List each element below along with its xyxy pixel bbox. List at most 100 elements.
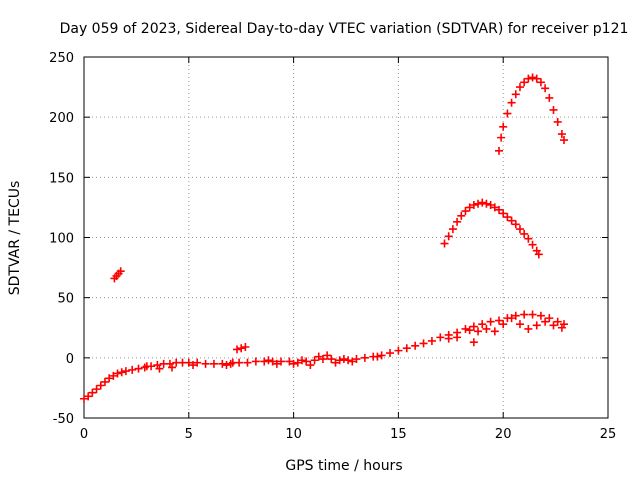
data-point (241, 343, 250, 352)
data-point (105, 374, 114, 383)
data-point (545, 93, 554, 102)
data-point (549, 321, 558, 330)
y-tick-label: 150 (49, 171, 74, 186)
data-point (536, 311, 545, 320)
data-point (80, 394, 88, 403)
data-point (515, 320, 524, 329)
data-point (524, 234, 533, 243)
x-tick-label: 25 (600, 427, 617, 442)
data-point (84, 392, 93, 401)
x-tick-label: 5 (185, 427, 193, 442)
data-point (478, 320, 487, 329)
data-point (402, 344, 411, 353)
data-point (545, 314, 554, 323)
data-point (453, 333, 462, 342)
data-point (453, 217, 462, 226)
data-point (193, 358, 202, 367)
data-point (222, 361, 231, 370)
data-point (436, 333, 445, 342)
data-point (549, 105, 558, 114)
data-point (499, 209, 508, 218)
data-point (314, 352, 323, 361)
grid-layer (84, 57, 608, 418)
data-point (532, 74, 541, 83)
data-point (411, 341, 420, 350)
data-point (96, 381, 105, 390)
data-point (469, 322, 478, 331)
data-point (474, 327, 483, 336)
y-tick-label: -50 (53, 412, 74, 427)
data-point (272, 359, 281, 368)
data-point (344, 356, 353, 365)
data-point (511, 311, 520, 320)
data-layer (80, 73, 568, 403)
data-point (534, 250, 543, 259)
data-point (553, 117, 562, 126)
data-point (511, 220, 520, 229)
data-point (444, 232, 453, 241)
data-point (559, 136, 568, 145)
data-point (419, 339, 428, 348)
data-point (142, 362, 151, 371)
data-point (495, 316, 504, 325)
data-point (528, 73, 537, 82)
data-point (297, 356, 306, 365)
data-point (474, 199, 483, 208)
data-point (306, 361, 315, 370)
data-point (109, 371, 118, 380)
data-point (541, 84, 550, 93)
data-point (128, 365, 137, 374)
data-point (499, 320, 508, 329)
tick-layer: 0 5 10 15 20 25 -50 0 50 100 150 200 250 (49, 51, 616, 442)
y-tick-label: 50 (57, 292, 74, 307)
y-tick-label: 250 (49, 51, 74, 66)
data-point (335, 356, 344, 365)
data-point (541, 317, 550, 326)
data-point (348, 357, 357, 366)
data-point (490, 327, 499, 336)
y-tick-label: 200 (49, 111, 74, 126)
data-point (524, 74, 533, 83)
data-point (116, 267, 125, 276)
data-point (478, 198, 487, 207)
data-point (520, 78, 529, 87)
data-point (444, 334, 453, 343)
data-point (113, 369, 122, 378)
data-point (260, 357, 269, 366)
data-point (92, 385, 101, 394)
data-point (497, 133, 506, 142)
data-point (386, 349, 395, 358)
data-point (557, 323, 566, 332)
data-point (233, 345, 242, 354)
data-point (503, 109, 512, 118)
data-point (515, 83, 524, 92)
y-tick-label: 100 (49, 232, 74, 247)
data-point (557, 130, 566, 139)
data-point (327, 355, 336, 364)
data-point (323, 351, 332, 360)
data-point (121, 367, 130, 376)
data-point (515, 225, 524, 234)
data-point (511, 90, 520, 99)
data-point (289, 359, 298, 368)
data-point (293, 358, 302, 367)
data-point (532, 321, 541, 330)
x-axis-label: GPS time / hours (285, 458, 402, 474)
data-point (100, 377, 109, 386)
data-point (209, 359, 218, 368)
data-point (490, 203, 499, 212)
data-point (134, 364, 143, 373)
data-point (482, 324, 491, 333)
data-point (499, 122, 508, 131)
data-point (536, 78, 545, 87)
data-point (486, 201, 495, 210)
x-tick-label: 15 (390, 427, 407, 442)
data-point (237, 344, 246, 353)
x-tick-label: 20 (495, 427, 512, 442)
data-point (243, 358, 252, 367)
data-point (524, 324, 533, 333)
data-point (520, 229, 529, 238)
data-point (184, 358, 193, 367)
data-point (461, 324, 470, 333)
